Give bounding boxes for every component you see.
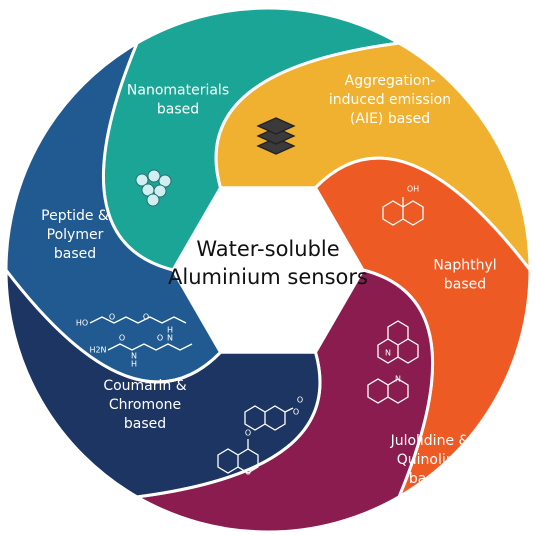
- structure-label: O: [109, 313, 115, 322]
- segment-label: Aggregation-: [345, 73, 436, 89]
- blades: [4, 6, 532, 534]
- segment: [4, 39, 223, 384]
- structure-label: N: [131, 352, 137, 361]
- segment-label: based: [409, 471, 451, 487]
- structure-label: O: [245, 429, 251, 438]
- labels: Nanomaterials based Aggregation-induced em…: [41, 73, 497, 487]
- segment-label: Peptide &: [41, 208, 109, 224]
- structure-label: O: [293, 408, 299, 417]
- segment-label: Naphthyl: [433, 258, 496, 274]
- segment-label: Quinoline: [397, 452, 464, 468]
- segment-label: Coumarin &: [103, 378, 186, 394]
- structure-label: O: [157, 334, 163, 343]
- structure-label: N: [385, 349, 391, 358]
- segment-label: Chromone: [109, 397, 181, 413]
- structure-label: O: [119, 334, 125, 343]
- structure-label: N: [167, 334, 173, 343]
- segment-label: Nanomaterials: [127, 83, 229, 99]
- title: Aluminium sensors: [168, 265, 368, 289]
- segment-label: (AIE) based: [350, 111, 430, 127]
- structure-label: HO: [76, 319, 88, 328]
- structure-label: H2N: [89, 346, 106, 355]
- segment-label: Polymer: [47, 227, 104, 243]
- structure-label: H: [167, 326, 173, 335]
- segment-label: Julolidine &: [390, 433, 470, 449]
- structure-label: O: [245, 468, 251, 477]
- title: Water-soluble: [196, 237, 339, 261]
- segment-label: based: [54, 246, 96, 262]
- decorations: [89, 117, 424, 474]
- structure-label: OH: [407, 185, 419, 194]
- structure-label: H: [131, 360, 137, 369]
- structure-label: O: [143, 313, 149, 322]
- segment-label: based: [444, 277, 486, 293]
- segment-label: based: [124, 416, 166, 432]
- structure-label: N: [395, 375, 401, 384]
- segment-label: based: [157, 102, 199, 118]
- segment-label: induced emission: [329, 92, 451, 108]
- structure-label: O: [297, 396, 303, 405]
